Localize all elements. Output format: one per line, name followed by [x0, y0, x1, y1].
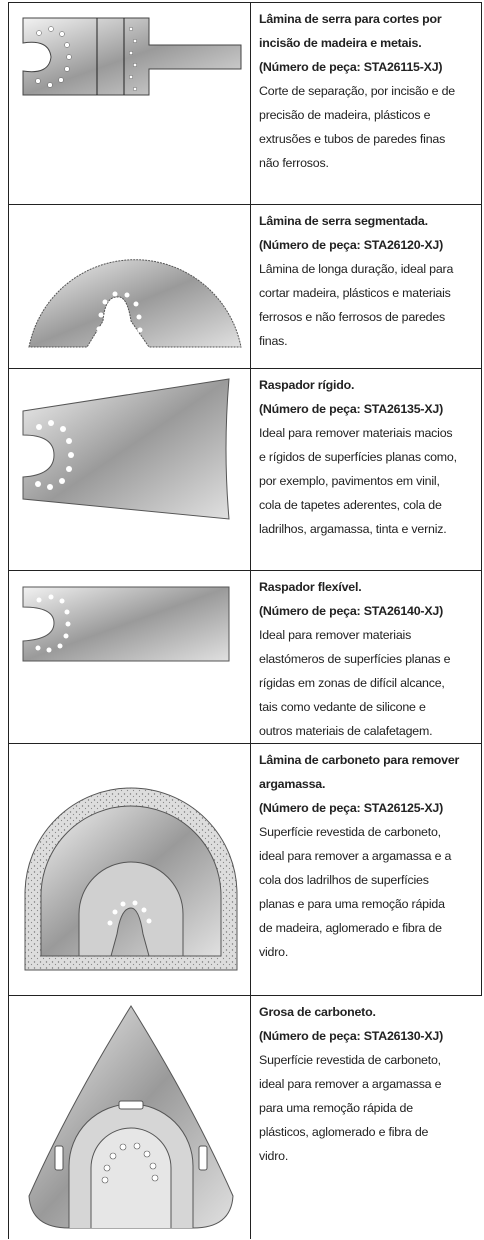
description-line: Corte de separação, por incisão e de — [259, 84, 455, 98]
description-line: por exemplo, pavimentos em vinil, — [259, 474, 440, 488]
row: Grosa de carboneto. (Número de peça: STA2… — [8, 995, 482, 1239]
description-line: finas. — [259, 334, 288, 348]
heading-line: (Número de peça: STA26135-XJ) — [259, 402, 444, 416]
description-line: cola de tapetes aderentes, cola de — [259, 498, 442, 512]
description-line: rígidas em zonas de difícil alcance, — [259, 676, 445, 690]
description-line: de madeira, aglomerado e fibra de — [259, 921, 442, 935]
description-line: ferrosos e não ferrosos de paredes — [259, 310, 446, 324]
heading-line: (Número de peça: STA26115-XJ) — [259, 60, 443, 74]
description-line: Lâmina de longa duração, ideal para — [259, 262, 454, 276]
row: Lâmina de serra segmentada. (Número de pe… — [8, 204, 482, 368]
blade-image — [9, 3, 251, 204]
description-line: Ideal para remover materiais — [259, 628, 412, 642]
description-line: vidro. — [259, 945, 289, 959]
description-line: planas e para uma remoção rápida — [259, 897, 445, 911]
description-line: tais como vedante de silicone e — [259, 700, 426, 714]
description-line: e rígidos de superfícies planas como, — [259, 450, 457, 464]
scraper-image — [9, 571, 251, 743]
heading-line: Raspador rígido. — [259, 378, 355, 392]
row-text: Lâmina de serra para cortes por incisão d… — [259, 7, 484, 175]
description-line: ladrilhos, argamassa, tinta e verniz. — [259, 522, 447, 536]
row-text: Raspador flexível. (Número de peça: STA26… — [259, 575, 484, 743]
description-line: precisão de madeira, plásticos e — [259, 108, 431, 122]
rasp-image — [9, 996, 251, 1239]
row-text: Lâmina de serra segmentada. (Número de pe… — [259, 209, 484, 353]
row-text: Grosa de carboneto. (Número de peça: STA2… — [259, 1000, 484, 1168]
description-line: extrusões e tubos de paredes finas — [259, 132, 446, 146]
heading-line: incisão de madeira e metais. — [259, 36, 422, 50]
heading-line: (Número de peça: STA26130-XJ) — [259, 1029, 444, 1043]
scraper-image — [9, 369, 251, 570]
description-line: cortar madeira, plásticos e materiais — [259, 286, 451, 300]
description-line: ideal para remover a argamassa e a — [259, 849, 452, 863]
description-line: plásticos, aglomerado e fibra de — [259, 1125, 429, 1139]
heading-line: Raspador flexível. — [259, 580, 362, 594]
row: Lâmina de serra para cortes por incisão d… — [8, 2, 482, 204]
description-line: vidro. — [259, 1149, 289, 1163]
row: Lâmina de carboneto para remover argamass… — [8, 743, 482, 995]
description-line: Ideal para remover materiais macios — [259, 426, 453, 440]
description-line: ideal para remover a argamassa e — [259, 1077, 442, 1091]
heading-line: (Número de peça: STA26125-XJ) — [259, 801, 444, 815]
row: Raspador rígido. (Número de peça: STA2613… — [8, 368, 482, 570]
heading-line: Lâmina de serra segmentada. — [259, 214, 428, 228]
heading-line: Lâmina de serra para cortes por — [259, 12, 442, 26]
heading-line: (Número de peça: STA26120-XJ) — [259, 238, 444, 252]
description-line: elastómeros de superfícies planas e — [259, 652, 451, 666]
description-line: Superfície revestida de carboneto, — [259, 825, 441, 839]
row: Raspador flexível. (Número de peça: STA26… — [8, 570, 482, 743]
row-text: Lâmina de carboneto para remover argamass… — [259, 748, 484, 964]
heading-line: (Número de peça: STA26140-XJ) — [259, 604, 444, 618]
description-line: Superfície revestida de carboneto, — [259, 1053, 441, 1067]
description-line: para uma remoção rápida de — [259, 1101, 413, 1115]
heading-line: Lâmina de carboneto para remover — [259, 753, 460, 767]
description-line: cola dos ladrilhos de superfícies — [259, 873, 429, 887]
heading-line: Grosa de carboneto. — [259, 1005, 376, 1019]
heading-line: argamassa. — [259, 777, 326, 791]
blade-image — [9, 744, 251, 995]
description-line: outros materiais de calafetagem. — [259, 724, 433, 738]
blade-image — [9, 205, 251, 368]
row-text: Raspador rígido. (Número de peça: STA2613… — [259, 373, 484, 541]
description-line: não ferrosos. — [259, 156, 329, 170]
